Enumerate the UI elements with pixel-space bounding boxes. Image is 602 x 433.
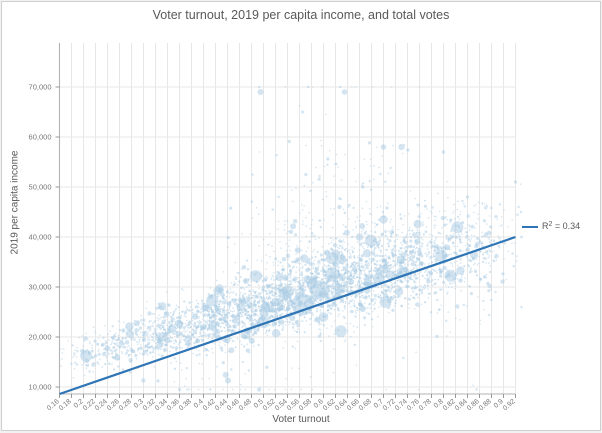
- svg-text:0.88: 0.88: [478, 398, 493, 412]
- svg-text:0.78: 0.78: [418, 398, 433, 412]
- svg-text:0.48: 0.48: [238, 398, 253, 412]
- svg-text:20,000: 20,000: [29, 333, 52, 342]
- svg-text:50,000: 50,000: [29, 183, 52, 192]
- svg-text:0.92: 0.92: [502, 398, 517, 412]
- svg-text:0.68: 0.68: [358, 398, 373, 412]
- svg-text:40,000: 40,000: [29, 233, 52, 242]
- svg-text:0.58: 0.58: [298, 398, 313, 412]
- svg-text:10,000: 10,000: [29, 383, 52, 392]
- svg-text:70,000: 70,000: [29, 83, 52, 92]
- svg-text:0.18: 0.18: [58, 398, 73, 412]
- svg-text:60,000: 60,000: [29, 133, 52, 142]
- svg-text:30,000: 30,000: [29, 283, 52, 292]
- svg-text:0.38: 0.38: [178, 398, 193, 412]
- svg-text:0.28: 0.28: [118, 398, 133, 412]
